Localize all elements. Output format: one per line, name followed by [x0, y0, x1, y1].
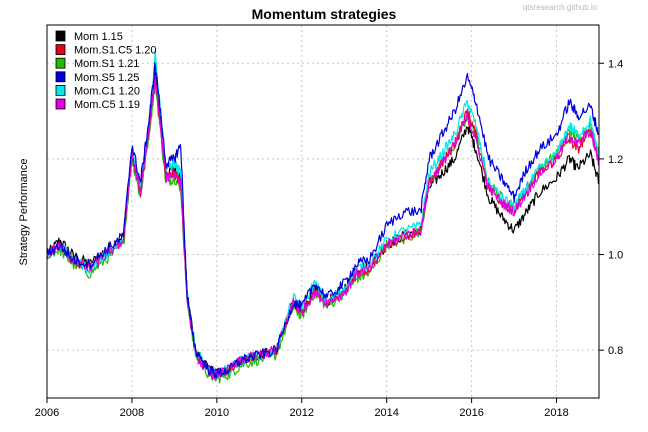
watermark: qtsresearch.github.io: [523, 3, 598, 12]
legend-swatch: [55, 57, 66, 69]
x-tick-label: 2006: [35, 407, 59, 419]
legend-label: Mom 1.15: [74, 31, 123, 43]
x-tick-label: 2008: [120, 407, 144, 419]
series-line-3: [46, 62, 600, 379]
y-tick-label: 1.2: [608, 154, 623, 166]
legend-label: Mom.C1 1.20: [74, 85, 140, 97]
legend-label: Mom.S1 1.21: [74, 58, 139, 70]
legend-label: Mom.C5 1.19: [74, 99, 140, 111]
series-line-1: [46, 74, 600, 378]
legend-label: Mom.S5 1.25: [74, 72, 139, 84]
x-tick-label: 2010: [205, 407, 229, 419]
series-line-2: [46, 77, 600, 384]
y-tick-label: 1.0: [608, 250, 623, 262]
legend-swatch: [55, 85, 66, 96]
series-line-0: [46, 71, 600, 378]
legend-swatch: [55, 44, 66, 55]
x-tick-label: 2012: [290, 407, 314, 419]
legend-swatch: [55, 98, 66, 110]
chart-title: Momentum strategies: [252, 6, 397, 22]
x-tick-label: 2018: [544, 407, 568, 419]
x-tick-label: 2014: [374, 407, 398, 419]
legend-label: Mom.S1.C5 1.20: [74, 45, 157, 57]
y-tick-label: 0.8: [608, 345, 623, 357]
series-line-5: [46, 76, 600, 380]
series-group: [46, 49, 600, 384]
x-axis: 2006 2008 2010 2012 2014 2016 2018: [35, 398, 569, 419]
y-axis-label: Strategy Performance: [18, 159, 30, 266]
legend-swatch: [55, 30, 66, 42]
y-axis: 0.8 1.0 1.2 1.4: [599, 58, 623, 357]
x-tick-label: 2016: [459, 407, 483, 419]
plot-frame: [46, 24, 600, 399]
grid: [46, 25, 599, 398]
y-tick-label: 1.4: [608, 58, 623, 70]
legend-swatch: [55, 71, 66, 83]
